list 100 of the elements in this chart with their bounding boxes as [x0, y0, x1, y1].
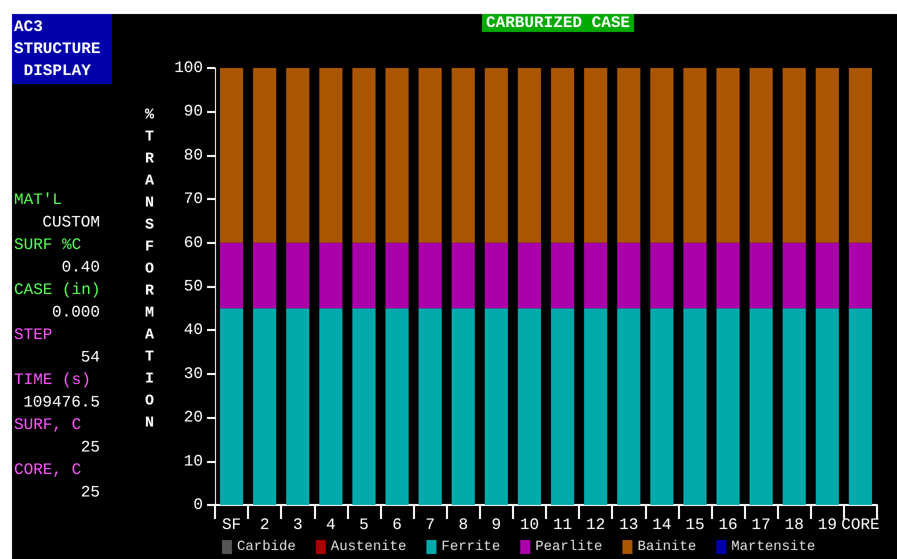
bar [750, 68, 773, 243]
bar [518, 68, 542, 243]
bar [683, 308, 707, 505]
bar [848, 242, 872, 308]
x-tick-label: 3 [292, 516, 303, 534]
bar [385, 308, 409, 505]
x-tick-label: 19 [818, 516, 837, 534]
bar [584, 68, 608, 243]
bar [220, 68, 244, 243]
y-tick-label: 70 [184, 190, 203, 208]
bar [385, 68, 409, 243]
x-tick-label: 4 [326, 516, 336, 534]
bar [452, 242, 475, 308]
text: 25 [80, 484, 100, 502]
bar [418, 242, 442, 308]
x-tick-label: SF [222, 516, 242, 534]
x-tick-label: 5 [359, 516, 369, 534]
x-tick-label: 12 [586, 516, 606, 534]
bar [716, 242, 740, 308]
bar [584, 308, 608, 505]
bar [550, 68, 574, 243]
bar [782, 308, 806, 505]
y-tick-label: 80 [184, 146, 203, 164]
bar [286, 68, 310, 243]
x-tick-label: 9 [492, 516, 502, 534]
bar [617, 308, 640, 505]
y-tick-label: 90 [184, 102, 203, 121]
bar [518, 308, 542, 505]
bar [286, 242, 310, 308]
bar [518, 242, 542, 308]
x-tick-label: 16 [718, 516, 738, 534]
x-tick-label: 8 [458, 516, 468, 534]
bar [617, 68, 640, 243]
x-tick-label: 7 [425, 516, 435, 534]
bar [816, 242, 839, 308]
bar [683, 242, 707, 308]
bar [848, 308, 872, 505]
y-tick-label: 50 [184, 278, 203, 296]
text: TIME (s) [14, 371, 91, 389]
bar [220, 308, 244, 505]
text: CUSTOM [42, 214, 100, 232]
text: 25 [80, 438, 100, 456]
bar [716, 68, 740, 243]
bar [750, 308, 773, 505]
bar [452, 308, 475, 505]
y-tick-label: 0 [193, 496, 203, 514]
x-tick-label: 15 [685, 516, 705, 534]
bar [484, 242, 508, 308]
x-tick-label: 18 [784, 516, 804, 534]
bar [319, 68, 342, 243]
legend-label: Bainite [637, 539, 696, 555]
y-tick-label: 60 [184, 234, 203, 252]
y-tick-label: 100 [174, 59, 203, 77]
text: SURF, C [14, 416, 82, 434]
bar [352, 242, 376, 308]
x-tick-label: 10 [520, 516, 540, 534]
x-tick-label: CORE [841, 516, 880, 534]
bar [319, 308, 342, 505]
y-tick-label: 20 [184, 408, 203, 427]
legend-label: Pearlite [535, 539, 602, 555]
x-tick-label: 13 [619, 516, 638, 534]
bar [650, 308, 674, 505]
bar [385, 242, 409, 308]
bar [683, 68, 707, 243]
text: 109476.5 [23, 394, 100, 412]
text: 0.40 [62, 258, 100, 276]
bar [484, 308, 508, 505]
bar [848, 68, 872, 243]
bar [220, 242, 244, 308]
y-tick-label: 40 [184, 321, 203, 340]
bar [352, 68, 376, 243]
bar [253, 308, 276, 505]
bar [716, 308, 740, 505]
bar [650, 242, 674, 308]
bar [452, 68, 475, 243]
legend-label: Austenite [330, 539, 406, 555]
bar [550, 242, 574, 308]
legend-label: Martensite [731, 539, 816, 555]
bar [584, 242, 608, 308]
bar [253, 68, 276, 243]
bar [484, 68, 508, 243]
text: STEP [14, 326, 52, 344]
y-tick-label: 10 [184, 452, 203, 470]
bar [319, 242, 342, 308]
x-tick-label: 17 [752, 516, 771, 534]
bar [418, 68, 442, 243]
x-tick-label: 11 [552, 516, 572, 534]
legend-label: Carbide [237, 539, 296, 555]
bar [253, 242, 276, 308]
bar [782, 68, 806, 243]
text: AC3 STRUCTURE DISPLAY [14, 18, 100, 80]
bar [650, 68, 674, 243]
text: 0.000 [52, 304, 100, 322]
bar [352, 308, 376, 505]
text: SURF %C [14, 236, 82, 254]
text: % TRANSFORMATION [145, 106, 154, 432]
bar [816, 68, 839, 243]
bar [816, 308, 839, 505]
bar [782, 242, 806, 308]
text: MAT'L [14, 191, 62, 209]
